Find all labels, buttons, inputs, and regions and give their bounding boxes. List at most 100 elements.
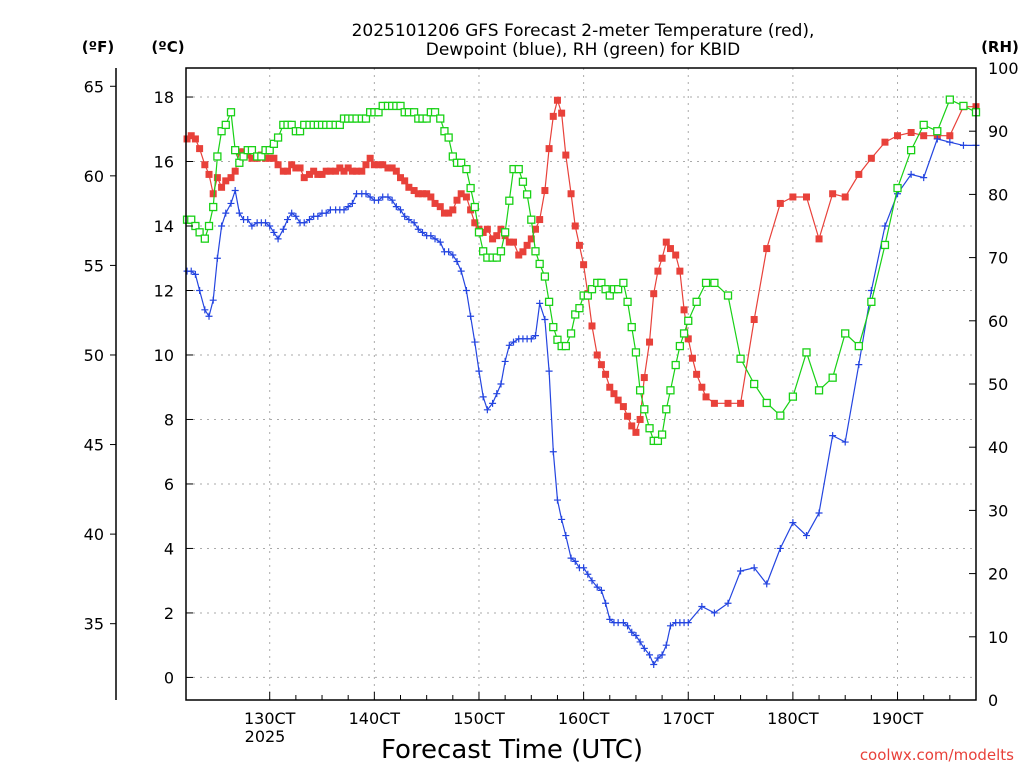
dewpoint-point <box>462 286 470 294</box>
dewpoint-point <box>654 654 662 662</box>
dewpoint-point <box>763 580 771 588</box>
rh-point <box>535 259 544 269</box>
rh-point <box>587 285 597 294</box>
temperature-point <box>209 190 217 198</box>
temperature-point <box>262 154 270 162</box>
dewpoint-point <box>314 212 322 220</box>
rh-point <box>566 329 576 338</box>
temperature-point <box>658 254 666 262</box>
dewpoint-point <box>588 577 596 585</box>
rh-point <box>195 228 204 237</box>
rh-tick-label: 40 <box>988 438 1008 457</box>
rh-point <box>436 114 445 123</box>
x-tick-label: 130CT <box>244 709 296 728</box>
dewpoint-point <box>457 267 465 275</box>
temperature-point <box>314 170 322 178</box>
fahrenheit-tick-label: 65 <box>84 77 104 96</box>
temperature-point <box>776 199 784 207</box>
dewpoint-point <box>187 267 195 275</box>
rh-point <box>645 424 654 433</box>
rh-point <box>623 297 632 306</box>
temperature-point <box>462 193 470 201</box>
temperature-point <box>881 138 889 146</box>
dewpoint-line <box>187 138 976 666</box>
temperature-point <box>571 222 579 230</box>
temperature-point <box>536 216 544 224</box>
temperature-point <box>244 151 252 159</box>
temperature-point <box>802 193 810 201</box>
dewpoint-point <box>959 141 967 149</box>
celsius-tick-label: 10 <box>154 346 174 365</box>
rh-point <box>662 405 671 414</box>
rh-point <box>597 278 606 288</box>
dewpoint-point <box>483 406 491 414</box>
temperature-point <box>684 335 692 343</box>
dewpoint-point <box>209 296 217 304</box>
dewpoint-point <box>881 222 889 230</box>
dewpoint-point <box>344 203 352 211</box>
dewpoint-point <box>737 567 745 575</box>
fahrenheit-tick-label: 50 <box>84 346 104 365</box>
x-tick-label: 190CT <box>872 709 924 728</box>
rh-point <box>553 335 562 344</box>
celsius-tick-label: 6 <box>164 475 174 494</box>
rh-tick-label: 20 <box>988 565 1008 584</box>
temperature-point <box>336 164 344 172</box>
temperature-point <box>580 261 588 269</box>
temperature-point <box>418 190 426 198</box>
x-tick-label: 140CT <box>349 709 401 728</box>
rh-point <box>540 272 550 281</box>
dewpoint-point <box>553 496 561 504</box>
temperature-point <box>562 151 570 159</box>
dewpoint-point <box>493 390 501 398</box>
temperature-point <box>310 167 318 175</box>
dewpoint-point <box>283 216 291 224</box>
temperature-point <box>440 209 448 217</box>
temperature-point <box>650 290 658 298</box>
dewpoint-point <box>933 135 941 143</box>
rh-point <box>657 430 667 439</box>
rh-point <box>247 146 257 155</box>
temperature-point <box>405 183 413 191</box>
fahrenheit-tick-label: 40 <box>84 525 104 544</box>
dewpoint-point <box>841 438 849 446</box>
temperature-point <box>358 167 366 175</box>
dewpoint-point <box>375 196 383 204</box>
rh-axis-ticks: 0 10 20 30 40 50 60 70 80 90 100 <box>969 59 1019 710</box>
dewpoint-point <box>453 257 461 265</box>
rh-point <box>265 146 274 155</box>
dewpoint-point <box>288 209 296 217</box>
dewpoint-point <box>698 602 706 610</box>
dewpoint-point <box>279 225 287 233</box>
fahrenheit-tick-label: 60 <box>84 167 104 186</box>
rh-point <box>679 329 689 338</box>
rh-point <box>561 341 570 351</box>
dewpoint-point <box>666 622 674 630</box>
dewpoint-point <box>541 316 549 324</box>
dewpoint-point <box>789 519 797 527</box>
temperature-point <box>680 306 688 314</box>
dewpoint-point <box>431 235 439 243</box>
temperature-point <box>266 154 274 162</box>
temperature-point <box>471 219 479 227</box>
temperature-point <box>423 190 431 198</box>
celsius-axis-ticks: 0 2 4 6 8 10 12 14 16 18 <box>154 88 193 687</box>
dewpoint-point <box>920 174 928 182</box>
dewpoint-point <box>235 209 243 217</box>
temperature-point <box>388 164 396 172</box>
temperature-point <box>841 193 849 201</box>
dewpoint-point <box>414 225 422 233</box>
rh-line <box>187 98 977 442</box>
dewpoint-point <box>628 628 636 636</box>
temperature-point <box>322 167 330 175</box>
fahrenheit-axis-ticks: 35 40 45 50 55 60 65 <box>84 77 116 634</box>
temperature-point <box>431 199 439 207</box>
temperature-point <box>646 338 654 346</box>
dewpoint-point <box>567 554 575 562</box>
rh-point <box>631 348 641 357</box>
fahrenheit-tick-label: 35 <box>84 615 104 634</box>
rh-point <box>492 253 501 262</box>
temperature-point <box>483 225 491 233</box>
fahrenheit-unit-label: (ºF) <box>82 38 114 56</box>
